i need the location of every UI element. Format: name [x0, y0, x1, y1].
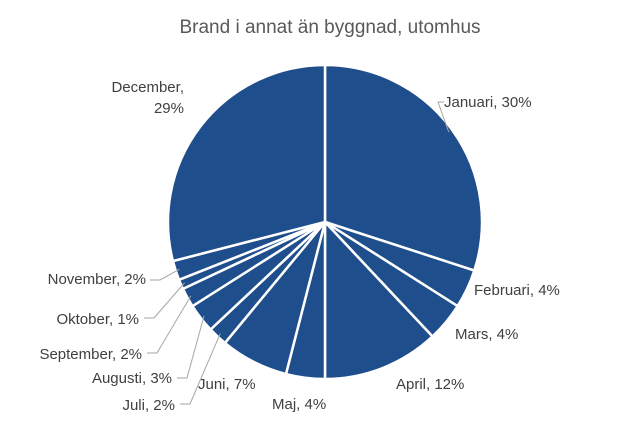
- pie-slices: [166, 63, 484, 381]
- data-labels: Januari, 30% Februari, 4% Mars, 4% April, 1…: [39, 79, 559, 414]
- data-label-augusti: Augusti, 3%: [92, 370, 172, 387]
- pie-slice-april: [323, 218, 435, 381]
- data-label-oktober: Oktober, 1%: [56, 311, 139, 328]
- data-label-mars: Mars, 4%: [455, 326, 518, 343]
- chart-title: Brand i annat än byggnad, utomhus: [179, 17, 480, 38]
- leader-line-oktober: [144, 282, 185, 319]
- data-label-februari: Februari, 4%: [474, 282, 560, 299]
- data-label-maj: Maj, 4%: [272, 396, 326, 413]
- leader-line-januari: [437, 101, 450, 133]
- leader-lines: [144, 101, 450, 405]
- leader-line-november: [150, 268, 180, 281]
- leader-line-september: [147, 295, 192, 354]
- data-label-januari: Januari, 30%: [444, 94, 532, 111]
- leader-line-augusti: [177, 315, 205, 379]
- data-label-juni: Juni, 7%: [198, 376, 256, 393]
- pie-slice-december: [166, 63, 327, 263]
- data-label-juli: Juli, 2%: [122, 397, 175, 414]
- pie-slice-januari: [323, 63, 484, 273]
- data-label-november: November, 2%: [48, 271, 146, 288]
- data-label-december: December, 29%: [111, 79, 184, 117]
- data-label-april: April, 12%: [396, 376, 464, 393]
- data-label-september: September, 2%: [39, 346, 142, 363]
- leader-line-juli: [180, 333, 221, 405]
